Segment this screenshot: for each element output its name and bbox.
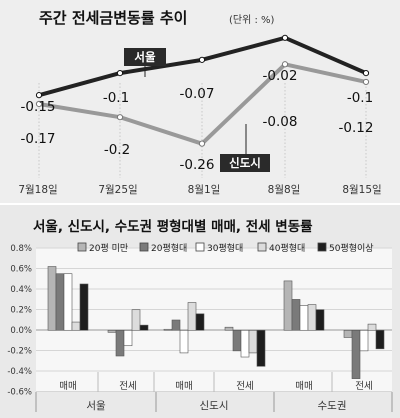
data-label-sindosi: -0.17 [21,131,56,147]
bar [171,319,181,331]
data-label-seoul: -0.1 [103,90,129,106]
x-tick-label: 8월8일 [268,183,301,196]
data-label-sindosi: -0.08 [263,114,298,130]
y-tick-label: -0.6% [7,388,32,398]
data-label-sindosi: -0.2 [104,142,130,158]
point-sindosi [281,61,289,68]
panel-divider [0,203,400,205]
point-sindosi [362,78,370,86]
data-label-sindosi: -0.12 [339,120,374,136]
bar [115,329,125,357]
x-subcategory-label: 전세 [355,381,372,392]
point-sindosi [35,100,43,108]
bar-plot-area [36,248,392,392]
top-panel-bg [0,0,400,203]
point-seoul [362,70,370,77]
bar [195,313,205,331]
legend-label: 20평 미만 [89,243,128,254]
y-tick-label: 0.6% [10,265,32,275]
x-region-label: 신도시 [200,400,229,412]
x-subcategory-label: 매매 [59,381,76,392]
bar [55,273,65,331]
x-region-label: 서울 [86,400,106,412]
bar [163,328,173,331]
legend-swatch [195,242,205,252]
point-sindosi [116,114,124,121]
x-tick-label: 7월25일 [98,183,137,196]
legend-label: 40평형대 [269,243,305,254]
bar [367,323,377,331]
x-tick-label: 7월18일 [18,183,57,196]
point-seoul [198,56,206,63]
bar [240,329,250,358]
bar [131,309,141,331]
bar [307,304,317,331]
legend-label: 30평형대 [207,243,243,254]
bar [71,321,81,331]
bar [139,324,149,331]
x-tick-label: 8월15일 [342,183,381,196]
y-tick-label: -0.4% [7,367,32,377]
data-label-seoul: -0.07 [180,86,215,102]
bar [359,329,369,352]
legend-label-sindosi: 신도시 [229,156,261,170]
x-subcategory-label: 전세 [236,381,253,392]
y-tick-label: -0.2% [7,347,32,357]
bottom-chart-title: 서울, 신도시, 수도권 평형대별 매매, 전세 변동률 [33,218,313,235]
point-seoul [281,34,289,41]
legend-swatch [257,242,267,252]
top-chart-title: 주간 전세금변동률 추이 [39,9,187,27]
bar [123,329,133,347]
bar [256,329,266,367]
bar [63,273,73,331]
bar [315,309,325,331]
y-tick-label: 0.8% [10,244,32,254]
data-label-seoul: -0.1 [347,90,373,106]
bar [187,302,197,331]
point-seoul [35,92,43,99]
point-sindosi [198,140,206,147]
y-tick-label: 0.2% [10,306,32,316]
x-subcategory-label: 매매 [295,381,312,392]
top-chart-unit: (단위 : %) [229,13,275,26]
legend-swatch [139,242,149,252]
legend-label: 20평형대 [151,243,187,254]
x-subcategory-label: 매매 [175,381,192,392]
bar [248,329,258,354]
x-tick-label: 8월1일 [188,183,221,196]
data-label-sindosi: -0.26 [180,157,215,173]
y-tick-label: 0.4% [10,285,32,295]
bar [351,329,361,379]
bar [291,299,301,331]
x-region-label: 수도권 [318,400,347,412]
bar [79,283,89,331]
line-chart: -0.15 -0.1 -0.07 -0.02 -0.1 -0.17 -0.2 -0.26 -0.… [18,34,382,196]
legend-swatch [317,242,327,252]
y-tick-label: 0.0% [10,326,32,336]
bar [343,329,353,338]
bar-chart: 0.8% 0.6% 0.4% 0.2% 0.0% -0.2% -0.4% -0.6% 20평 미… [7,242,393,412]
data-label-seoul: -0.02 [263,68,298,84]
legend-label: 50평형이상 [329,243,374,254]
bar [375,329,385,350]
bar [107,329,117,333]
bar [232,329,242,352]
legend-swatch [77,242,87,252]
legend-label-seoul: 서울 [134,50,156,64]
bar [283,280,293,331]
data-label-seoul: -0.15 [21,99,56,115]
bar [47,266,57,331]
bar [179,329,189,354]
point-seoul [116,70,124,77]
legend-badge-sindosi [220,154,270,172]
bar [299,305,309,331]
bar [224,326,234,331]
x-subcategory-label: 전세 [119,381,136,392]
legend-badge-seoul [124,48,166,66]
